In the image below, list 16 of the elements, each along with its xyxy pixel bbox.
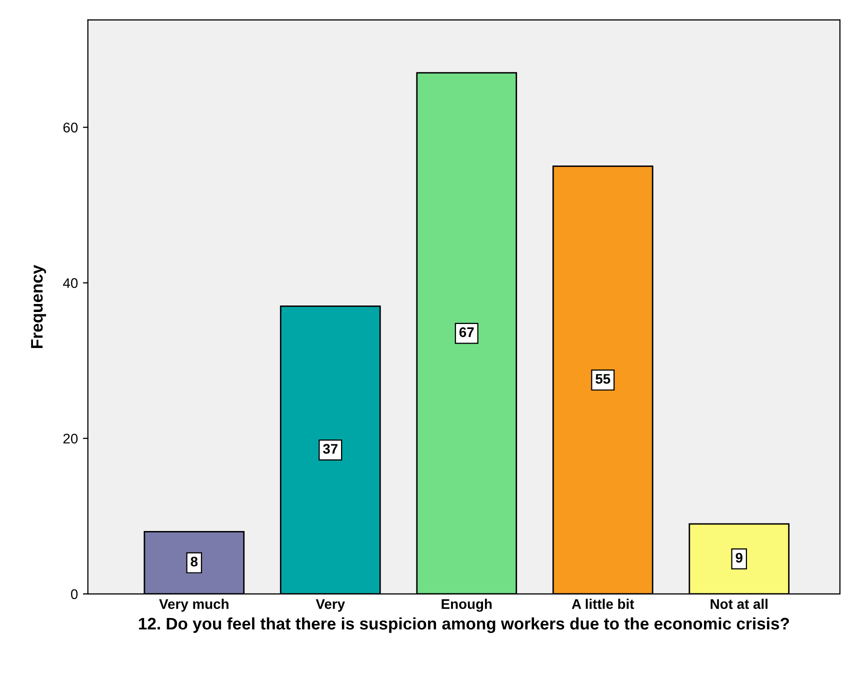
data-label: 37 — [322, 444, 338, 454]
x-axis-title: 12. Do you feel that there is suspicion among workers due to the economic crisis? — [138, 617, 789, 633]
data-label: 8 — [190, 556, 198, 567]
x-tick-label: Very much — [159, 598, 228, 612]
x-tick-label: Not at all — [710, 598, 768, 609]
x-tick-label: Enough — [442, 598, 492, 612]
y-tick-label: 20 — [63, 434, 78, 444]
x-tick-label: A little bit — [572, 598, 634, 609]
y-tick-label: 40 — [63, 278, 78, 288]
y-tick-label: 0 — [70, 589, 78, 600]
y-axis-title: Frequency — [31, 264, 46, 348]
x-tick-label: Very — [316, 599, 345, 612]
y-tick-label: 60 — [63, 122, 78, 132]
data-label: 55 — [596, 374, 610, 384]
data-label: 67 — [459, 327, 474, 338]
data-label: 9 — [736, 552, 742, 563]
